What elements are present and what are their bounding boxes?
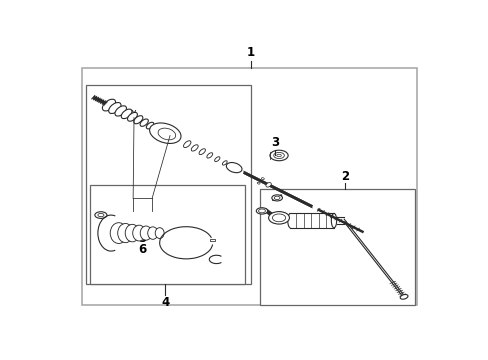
Ellipse shape <box>132 225 145 241</box>
Ellipse shape <box>331 213 336 228</box>
Ellipse shape <box>226 162 242 173</box>
Ellipse shape <box>102 99 115 111</box>
Text: 4: 4 <box>161 296 169 309</box>
Ellipse shape <box>118 224 133 243</box>
Ellipse shape <box>258 209 265 213</box>
Ellipse shape <box>146 122 153 129</box>
Text: 6: 6 <box>138 243 146 256</box>
Ellipse shape <box>110 223 127 243</box>
Ellipse shape <box>127 112 137 121</box>
Ellipse shape <box>271 195 282 201</box>
Ellipse shape <box>269 150 287 161</box>
Ellipse shape <box>140 119 148 126</box>
Ellipse shape <box>125 224 139 242</box>
Bar <box>85 85 250 284</box>
Ellipse shape <box>155 228 164 238</box>
Ellipse shape <box>199 149 205 154</box>
Ellipse shape <box>147 227 158 239</box>
Ellipse shape <box>214 157 220 162</box>
Ellipse shape <box>140 226 151 240</box>
Text: 5: 5 <box>138 232 146 245</box>
Ellipse shape <box>399 294 407 299</box>
Ellipse shape <box>272 214 285 222</box>
Ellipse shape <box>121 109 132 119</box>
Ellipse shape <box>268 212 289 224</box>
Ellipse shape <box>257 182 260 184</box>
Ellipse shape <box>134 116 142 124</box>
Ellipse shape <box>273 152 284 158</box>
Ellipse shape <box>95 212 107 219</box>
Text: 3: 3 <box>271 136 279 149</box>
Bar <box>260 189 415 305</box>
Ellipse shape <box>149 123 181 143</box>
Ellipse shape <box>274 196 280 199</box>
Ellipse shape <box>108 103 121 113</box>
Ellipse shape <box>191 145 198 151</box>
Ellipse shape <box>98 213 104 217</box>
Bar <box>82 68 416 305</box>
Ellipse shape <box>222 161 227 165</box>
Bar <box>89 185 244 284</box>
Ellipse shape <box>256 208 267 214</box>
Ellipse shape <box>276 154 281 157</box>
Ellipse shape <box>206 153 212 158</box>
Ellipse shape <box>265 183 271 187</box>
Bar <box>210 239 215 241</box>
Ellipse shape <box>158 128 175 140</box>
Ellipse shape <box>115 106 126 116</box>
Text: 1: 1 <box>246 46 254 59</box>
Ellipse shape <box>152 126 159 131</box>
Ellipse shape <box>183 141 190 148</box>
Ellipse shape <box>261 178 264 180</box>
Text: 2: 2 <box>341 170 349 183</box>
